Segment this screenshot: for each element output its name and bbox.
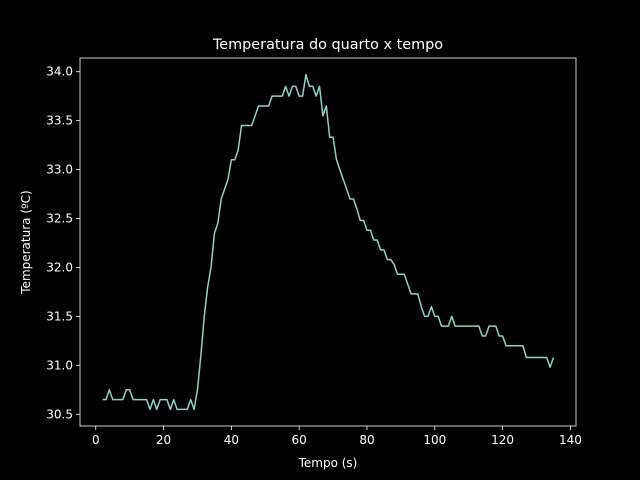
x-tick-label: 80 xyxy=(359,433,374,447)
y-tick-label: 31.5 xyxy=(46,309,73,323)
chart-title: Temperatura do quarto x tempo xyxy=(212,37,443,53)
x-tick-label: 120 xyxy=(491,433,514,447)
y-tick-label: 34.0 xyxy=(46,65,73,79)
x-axis-label: Tempo (s) xyxy=(298,456,358,470)
x-tick-label: 40 xyxy=(224,433,239,447)
y-axis-label: Temperatura (ºC) xyxy=(19,190,33,294)
y-tick-label: 31.0 xyxy=(46,358,73,372)
x-tick-label: 140 xyxy=(559,433,582,447)
x-tick-label: 0 xyxy=(92,433,100,447)
axes-frame xyxy=(79,57,577,427)
y-tick-label: 33.0 xyxy=(46,163,73,177)
line xyxy=(102,73,555,411)
y-tick-label: 30.5 xyxy=(46,407,73,421)
x-tick-label: 100 xyxy=(423,433,446,447)
x-tick-label: 20 xyxy=(156,433,171,447)
x-tick-label: 60 xyxy=(292,433,307,447)
y-tick-label: 32.5 xyxy=(46,212,73,226)
y-tick-label: 32.0 xyxy=(46,260,73,274)
y-tick-label: 33.5 xyxy=(46,114,73,128)
